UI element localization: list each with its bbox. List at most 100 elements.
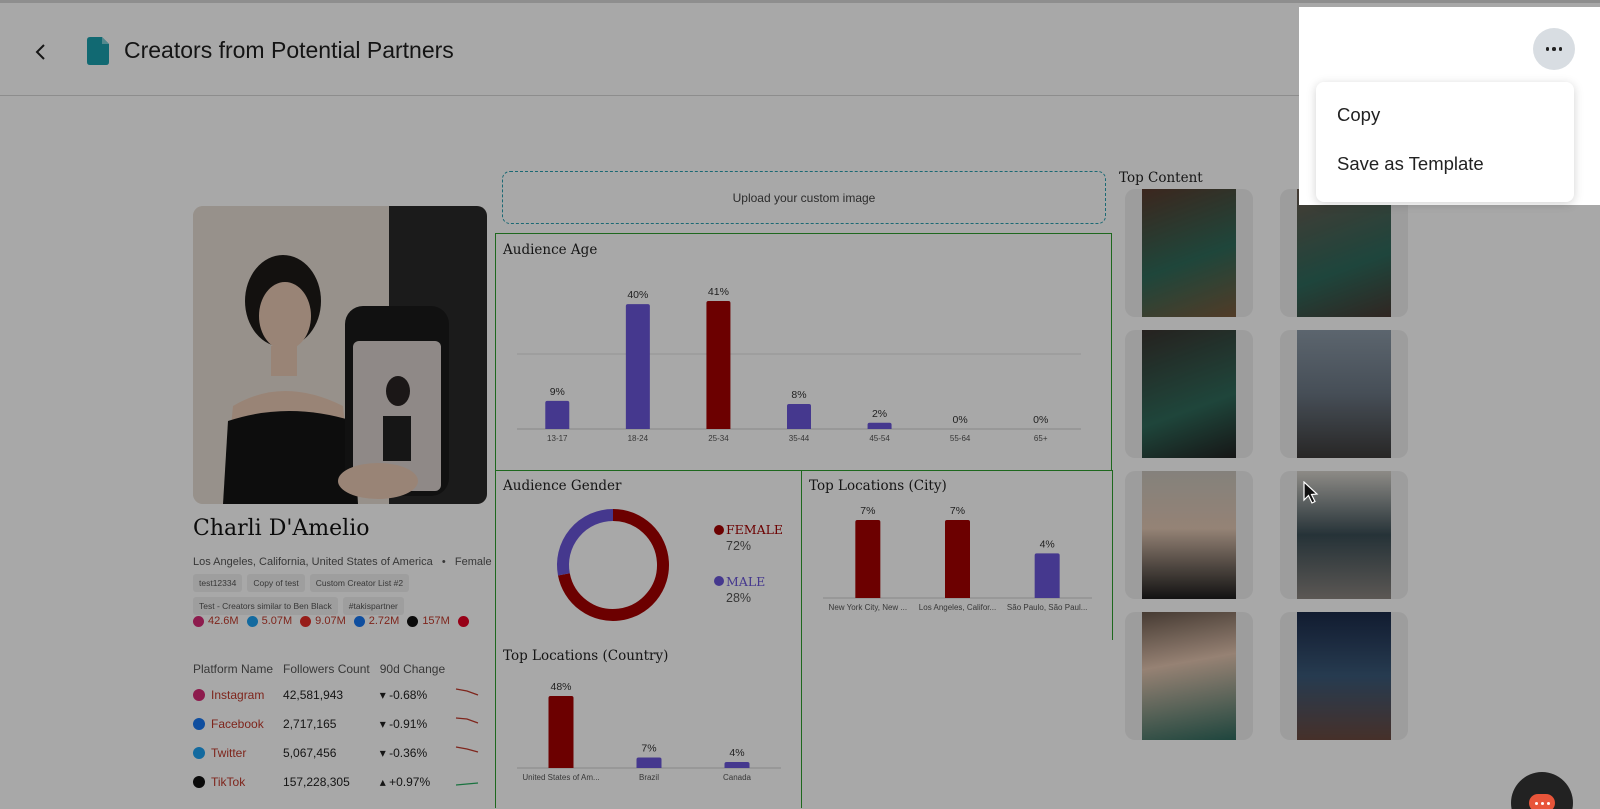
upload-custom-image-button[interactable]: Upload your custom image bbox=[502, 171, 1106, 224]
legend-label: MALE bbox=[726, 574, 766, 589]
tick-label: New York City, New ... bbox=[829, 603, 908, 612]
audience-age-chart: 9% 13-17 40% 18-24 41% 25-34 8% 35-44 2% 45-54 0% 5… bbox=[517, 286, 1081, 443]
platform-name: Instagram bbox=[211, 687, 265, 702]
creator-location: Los Angeles, California, United States o… bbox=[193, 556, 492, 568]
tag[interactable]: #takispartner bbox=[342, 597, 404, 615]
tick-label: São Paulo, São Paul... bbox=[1007, 603, 1088, 612]
stat-value: 9.07M bbox=[315, 615, 346, 627]
sparkline bbox=[455, 738, 489, 767]
menu-item-save-as-template[interactable]: Save as Template bbox=[1337, 153, 1484, 174]
bar bbox=[545, 400, 570, 429]
stat-twitter: 5.07M bbox=[246, 615, 293, 627]
data-label: 8% bbox=[791, 389, 806, 401]
data-label: 7% bbox=[950, 505, 965, 517]
pie-slice-male bbox=[557, 509, 614, 576]
bar bbox=[1034, 553, 1060, 598]
stat-facebook: 2.72M bbox=[353, 615, 400, 627]
table-row: TikTok 157,228,305 ▴ +0.97% bbox=[193, 767, 489, 796]
content-thumbnail[interactable] bbox=[1280, 612, 1408, 740]
platform-link-facebook[interactable]: Facebook bbox=[193, 717, 273, 731]
platform-link-tiktok[interactable]: TikTok bbox=[193, 775, 273, 789]
audience-gender-chart bbox=[557, 509, 724, 621]
instagram-icon bbox=[193, 688, 205, 701]
tag[interactable]: Test - Creators similar to Ben Black bbox=[193, 597, 338, 615]
content-thumbnail[interactable] bbox=[1125, 612, 1253, 740]
data-label: 0% bbox=[953, 414, 968, 426]
data-label: 41% bbox=[708, 286, 729, 298]
tiktok-icon bbox=[193, 775, 205, 788]
top-locations-country-chart: 48% United States of Am... 7% Brazil 4% Canad… bbox=[517, 681, 781, 782]
more-options-button[interactable] bbox=[1533, 28, 1575, 70]
chart-title: Top Locations (City) bbox=[809, 478, 947, 494]
tag[interactable]: Custom Creator List #2 bbox=[309, 574, 410, 592]
bar bbox=[706, 301, 731, 429]
menu-item-copy[interactable]: Copy bbox=[1337, 104, 1381, 125]
data-label: 40% bbox=[627, 289, 648, 301]
creator-photo bbox=[193, 206, 487, 504]
tag[interactable]: test12334 bbox=[193, 574, 243, 592]
sparkline bbox=[455, 709, 489, 738]
tag[interactable]: Copy of test bbox=[247, 574, 305, 592]
table-row: Instagram 42,581,943 ▾ -0.68% bbox=[193, 680, 489, 709]
data-label: 48% bbox=[550, 681, 571, 693]
stat-youtube: 9.07M bbox=[300, 615, 346, 627]
tick-label: 65+ bbox=[1034, 434, 1048, 443]
platform-name: TikTok bbox=[211, 774, 246, 789]
legend-item-male: MALE 28% bbox=[726, 574, 765, 606]
audience-age-panel: Audience Age 9% 13-17 40% 18-24 41% 25-34 8% 35… bbox=[495, 233, 1112, 471]
tag-list: test12334 Copy of test Custom Creator Li… bbox=[193, 574, 493, 615]
tick-label: United States of Am... bbox=[522, 773, 599, 782]
table-row: Twitter 5,067,456 ▾ -0.36% bbox=[193, 738, 489, 767]
content-thumbnail[interactable] bbox=[1125, 471, 1253, 599]
document-icon bbox=[87, 37, 109, 70]
gender-text: Female bbox=[454, 556, 492, 568]
followers-count: 5,067,456 bbox=[283, 745, 337, 760]
tick-label: Canada bbox=[723, 773, 752, 782]
audience-gender-panel: Audience Gender FEMALE 72% MALE 28% bbox=[495, 470, 800, 640]
legend-marker-male bbox=[714, 576, 724, 586]
stat-value: 157M bbox=[422, 615, 450, 627]
followers-count: 157,228,305 bbox=[283, 774, 350, 789]
chat-icon bbox=[1529, 794, 1555, 809]
content-thumbnail[interactable] bbox=[1280, 330, 1408, 458]
twitter-icon bbox=[246, 615, 258, 627]
chevron-left-icon bbox=[35, 44, 45, 60]
location-text: Los Angeles, California, United States o… bbox=[193, 556, 433, 568]
data-label: 2% bbox=[872, 408, 887, 420]
legend-value: 28% bbox=[726, 591, 752, 605]
tick-label: 25-34 bbox=[708, 434, 729, 443]
tick-label: 35-44 bbox=[789, 434, 810, 443]
stat-value: 2.72M bbox=[368, 615, 400, 627]
back-button[interactable] bbox=[26, 37, 56, 67]
stat-tiktok: 157M bbox=[407, 615, 450, 627]
more-horizontal-icon bbox=[1545, 47, 1550, 51]
content-thumbnail[interactable] bbox=[1280, 189, 1408, 317]
content-thumbnail[interactable] bbox=[1125, 189, 1253, 317]
change-value: ▾ -0.68% bbox=[379, 687, 428, 702]
platform-link-twitter[interactable]: Twitter bbox=[193, 746, 273, 760]
table-header-row: Platform Name Followers Count 90d Change bbox=[193, 658, 489, 680]
data-label: 4% bbox=[729, 747, 744, 759]
facebook-icon bbox=[193, 717, 205, 730]
bar bbox=[625, 304, 650, 429]
platform-name: Facebook bbox=[211, 716, 264, 731]
trend-down-icon: ▾ bbox=[379, 745, 390, 760]
tick-label: 55-64 bbox=[950, 434, 971, 443]
tiktok-icon bbox=[407, 615, 419, 627]
mouse-cursor-icon bbox=[1303, 481, 1319, 504]
tick-label: 45-54 bbox=[869, 434, 890, 443]
followers-count: 2,717,165 bbox=[283, 716, 337, 731]
bar bbox=[855, 520, 881, 598]
legend-marker-female bbox=[714, 525, 724, 535]
trend-down-icon: ▾ bbox=[379, 716, 390, 731]
bar bbox=[867, 422, 892, 429]
pie-slice-female bbox=[557, 509, 669, 621]
column-header: Platform Name bbox=[193, 662, 274, 676]
content-thumbnail[interactable] bbox=[1125, 330, 1253, 458]
pinterest-icon bbox=[457, 615, 469, 627]
facebook-icon bbox=[353, 615, 365, 627]
stat-value: 5.07M bbox=[261, 615, 293, 627]
stat-pinterest bbox=[457, 615, 469, 627]
platform-link-instagram[interactable]: Instagram bbox=[193, 688, 273, 702]
table-row: Facebook 2,717,165 ▾ -0.91% bbox=[193, 709, 489, 738]
